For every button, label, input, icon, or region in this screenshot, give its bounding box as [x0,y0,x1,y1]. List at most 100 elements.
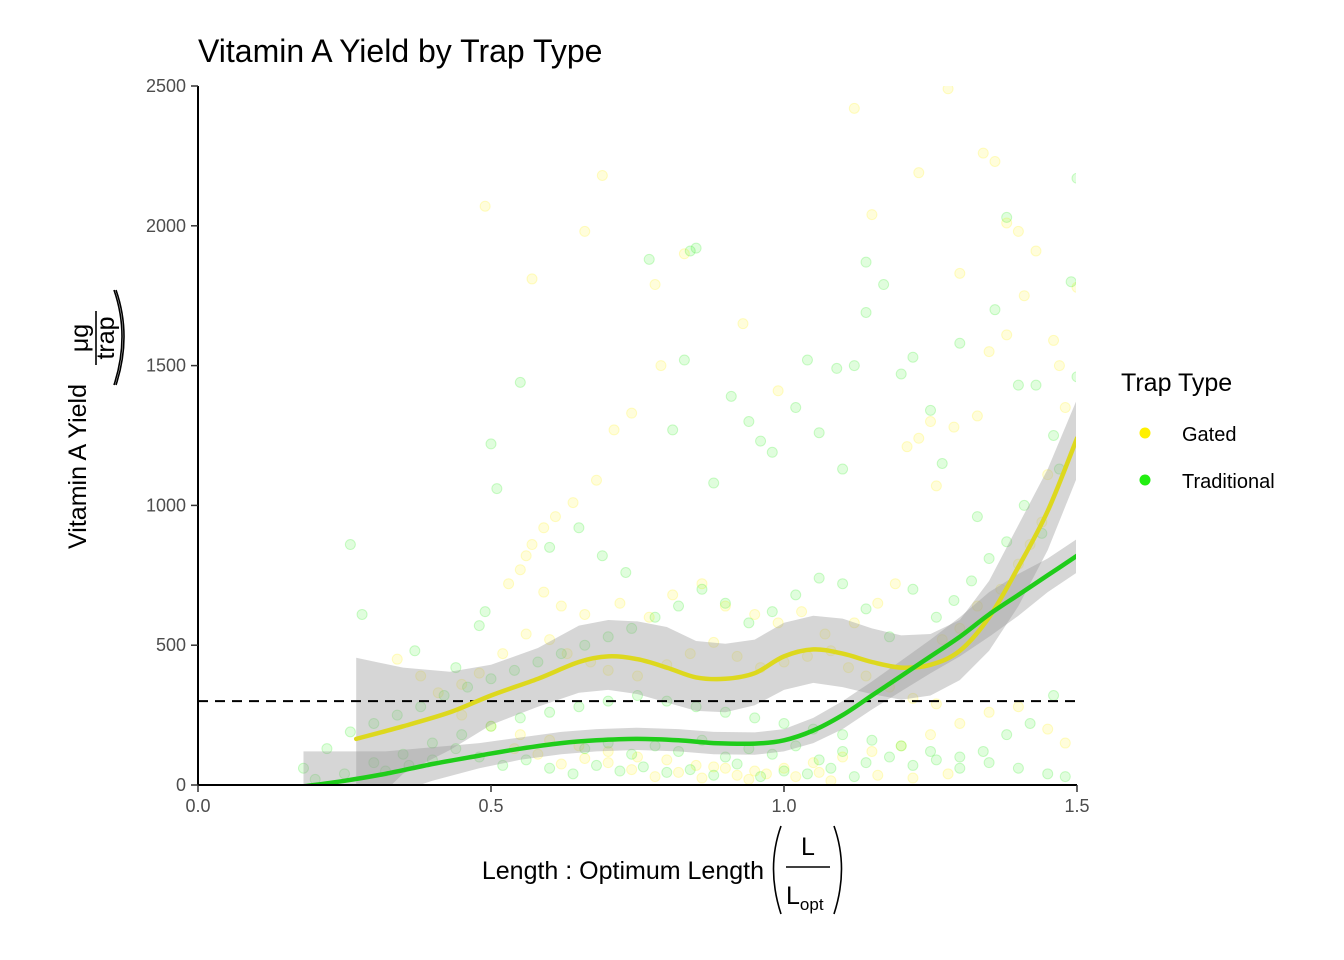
data-point-gated [913,167,925,179]
data-point-gated [479,200,491,212]
data-point-traditional [684,764,696,776]
y-axis-title: Vitamin A Yield μg trap [64,289,125,549]
legend-swatch-traditional [1139,474,1151,486]
data-point-gated [608,424,620,436]
data-point-traditional [755,435,767,447]
data-point-traditional [725,390,737,402]
data-point-traditional [573,701,585,713]
points-layer [297,86,1076,785]
data-point-traditional [450,662,462,674]
x-axis-denominator-base: L [786,882,800,910]
data-point-gated [731,650,743,662]
data-point-traditional [520,754,532,766]
data-point-traditional [925,745,936,757]
data-point-gated [614,597,626,609]
x-axis-right-paren [833,825,843,915]
data-point-traditional [626,748,638,760]
data-point-traditional [544,541,556,553]
data-point-traditional [344,726,356,738]
data-point-gated [514,564,526,576]
data-point-traditional [749,712,761,724]
data-point-traditional [479,606,491,618]
data-point-traditional [883,631,895,643]
data-point-traditional [1012,379,1024,391]
plot-area [198,86,1077,785]
data-point-traditional [895,368,907,380]
data-point-traditional [878,279,890,291]
data-point-gated [532,748,544,760]
data-point-traditional [397,748,409,760]
data-point-gated [813,766,825,778]
data-point-gated [708,761,720,773]
data-point-gated [590,474,602,486]
data-point-gated [632,670,643,682]
data-point-traditional [1071,371,1076,383]
data-point-traditional [954,751,966,763]
data-point-gated [954,267,966,279]
data-point-gated [549,511,561,523]
data-point-gated [579,225,591,237]
data-point-gated [696,578,708,590]
data-point-gated [872,597,884,609]
data-point-gated [731,769,743,781]
data-point-gated [925,416,936,428]
data-point-traditional [743,617,755,629]
data-point-traditional [925,404,936,416]
data-point-traditional [368,757,380,769]
data-point-gated [1042,723,1054,735]
data-point-traditional [1048,690,1060,702]
data-point-traditional [790,740,802,752]
data-point-traditional [708,769,720,781]
data-point-gated [760,768,772,780]
data-point-gated [415,670,427,682]
data-point-gated [889,578,901,590]
data-point-gated [596,169,608,181]
x-axis-fraction-numerator: L [801,833,815,861]
data-point-traditional [971,511,983,523]
data-point-gated [825,775,837,785]
data-point-traditional [848,360,860,372]
data-point-gated [866,209,878,221]
data-point-traditional [690,242,702,254]
data-point-traditional [409,645,421,657]
data-point-traditional [696,583,708,595]
data-point-gated [579,752,591,764]
data-point-traditional [895,740,907,752]
data-point-traditional [948,594,960,606]
data-point-traditional [860,603,872,615]
data-point-traditional [661,766,673,778]
data-point-traditional [356,608,368,620]
data-point-traditional [954,337,966,349]
y-axis-fraction-denominator: trap [92,316,120,359]
data-point-gated [497,648,509,660]
data-point-gated [772,385,784,397]
data-point-traditional [321,743,333,755]
data-point-traditional [297,762,309,774]
data-point-traditional [1059,771,1071,783]
data-point-gated [555,600,567,612]
y-tick-label: 2000 [146,216,186,236]
legend-swatch-gated [1139,427,1151,439]
data-point-gated [848,102,860,114]
data-point-traditional [497,759,509,771]
data-point-traditional [555,648,567,660]
data-point-gated [749,765,761,777]
data-point-traditional [778,717,790,729]
data-point-traditional [632,690,643,702]
data-point-traditional [620,567,632,579]
data-point-gated [925,729,936,741]
data-point-gated [503,578,515,590]
data-point-gated [1001,217,1013,229]
data-point-traditional [450,743,462,755]
data-point-traditional [1001,536,1013,548]
data-point-gated [473,667,485,679]
data-point-traditional [977,745,989,757]
legend-label-gated: Gated [1182,424,1236,446]
data-point-traditional [825,762,837,774]
data-point-gated [655,360,667,372]
data-point-gated [866,745,878,757]
data-point-traditional [930,611,942,623]
data-point-traditional [860,757,872,769]
data-point-gated [983,706,995,718]
data-point-gated [602,664,614,676]
